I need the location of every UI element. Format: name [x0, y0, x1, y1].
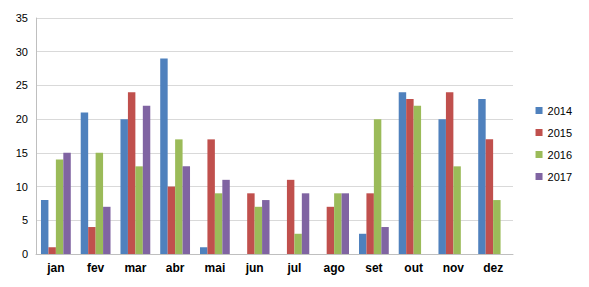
- svg-text:10: 10: [16, 181, 28, 193]
- svg-text:ago: ago: [323, 261, 344, 275]
- svg-text:fev: fev: [87, 261, 105, 275]
- svg-text:15: 15: [16, 147, 28, 159]
- svg-text:35: 35: [16, 12, 28, 24]
- svg-text:2014: 2014: [548, 105, 572, 117]
- svg-text:mai: mai: [205, 261, 226, 275]
- svg-text:jul: jul: [286, 261, 301, 275]
- svg-text:20: 20: [16, 113, 28, 125]
- svg-text:out: out: [404, 261, 423, 275]
- svg-text:set: set: [365, 261, 382, 275]
- svg-text:30: 30: [16, 46, 28, 58]
- svg-text:abr: abr: [166, 261, 185, 275]
- svg-text:mar: mar: [124, 261, 146, 275]
- svg-text:2017: 2017: [548, 171, 572, 183]
- svg-text:jan: jan: [46, 261, 64, 275]
- svg-text:dez: dez: [483, 261, 503, 275]
- svg-text:25: 25: [16, 79, 28, 91]
- svg-text:nov: nov: [443, 261, 465, 275]
- svg-text:5: 5: [22, 214, 28, 226]
- svg-text:jun: jun: [245, 261, 264, 275]
- svg-text:2016: 2016: [548, 149, 572, 161]
- svg-text:2015: 2015: [548, 127, 572, 139]
- svg-text:0: 0: [22, 248, 28, 260]
